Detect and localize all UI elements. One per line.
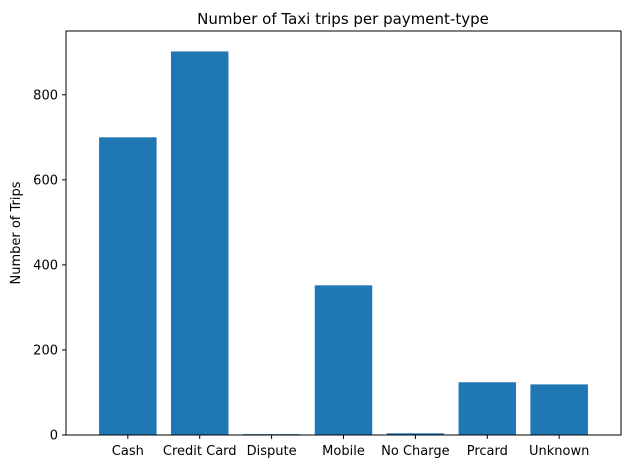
bar-cash bbox=[99, 137, 157, 435]
x-tick-label-cash: Cash bbox=[112, 444, 144, 459]
bar-credit-card bbox=[170, 51, 229, 436]
bar-prcard bbox=[458, 382, 517, 435]
x-axis: Cash Credit Card Dispute Mobile No Charge Prc… bbox=[112, 435, 589, 459]
y-axis: 0 200 400 600 800 bbox=[33, 88, 66, 444]
y-tick-label: 200 bbox=[33, 343, 58, 358]
x-tick-label-unknown: Unknown bbox=[529, 444, 589, 459]
y-tick-label: 600 bbox=[33, 173, 58, 188]
bars-group bbox=[99, 51, 588, 436]
y-tick-label: 800 bbox=[33, 88, 58, 103]
bar-unknown bbox=[530, 384, 588, 435]
x-tick-label-prcard: Prcard bbox=[467, 444, 508, 459]
y-axis-label: Number of Trips bbox=[9, 181, 24, 284]
chart-title: Number of Taxi trips per payment-type bbox=[197, 10, 489, 28]
bar-mobile bbox=[314, 285, 373, 435]
x-tick-label-no-charge: No Charge bbox=[381, 444, 449, 459]
y-tick-label: 400 bbox=[33, 258, 58, 273]
bar-no-charge bbox=[386, 433, 445, 435]
y-tick-label: 0 bbox=[50, 429, 58, 444]
x-tick-label-mobile: Mobile bbox=[322, 444, 365, 459]
x-tick-label-credit-card: Credit Card bbox=[163, 444, 237, 459]
x-tick-label-dispute: Dispute bbox=[247, 444, 297, 459]
